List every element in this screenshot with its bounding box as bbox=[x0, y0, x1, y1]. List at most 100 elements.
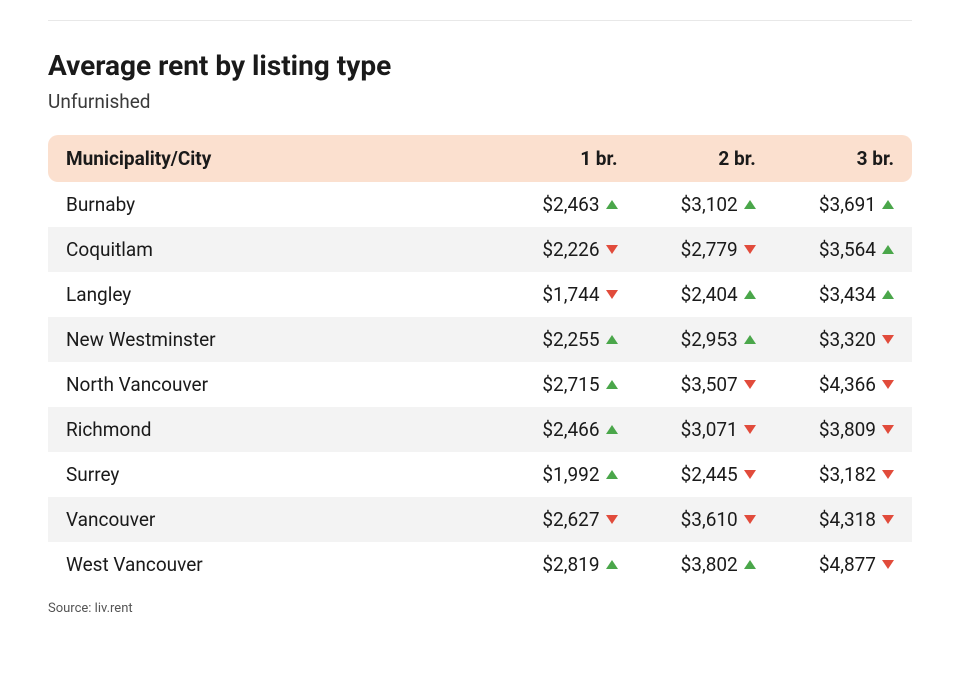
rent-cell: $1,744 bbox=[497, 272, 635, 317]
rent-value: $3,809 bbox=[819, 418, 876, 441]
rent-value: $2,226 bbox=[542, 238, 599, 261]
col-header-1br: 1 br. bbox=[497, 135, 635, 182]
page-title: Average rent by listing type bbox=[48, 49, 912, 82]
rent-cell: $2,445 bbox=[636, 452, 774, 497]
trend-down-icon bbox=[882, 380, 894, 389]
trend-up-icon bbox=[882, 200, 894, 209]
rent-value: $4,318 bbox=[819, 508, 876, 531]
rent-cell: $3,802 bbox=[636, 542, 774, 587]
rent-cell: $3,809 bbox=[774, 407, 912, 452]
city-cell: Coquitlam bbox=[48, 227, 497, 272]
table-body: Burnaby $2,463 $3,102 $3,691 Coquitlam $2,226… bbox=[48, 182, 912, 587]
rent-value: $3,182 bbox=[819, 463, 876, 486]
rent-value: $4,877 bbox=[819, 553, 876, 576]
rent-cell: $2,404 bbox=[636, 272, 774, 317]
rent-value: $2,715 bbox=[542, 373, 599, 396]
rent-value: $2,255 bbox=[542, 328, 599, 351]
table-row: Langley$1,744$2,404$3,434 bbox=[48, 272, 912, 317]
trend-up-icon bbox=[606, 200, 618, 209]
city-cell: Vancouver bbox=[48, 497, 497, 542]
rent-value: $1,744 bbox=[542, 283, 599, 306]
trend-down-icon bbox=[882, 560, 894, 569]
rent-cell: $2,255 bbox=[497, 317, 635, 362]
trend-down-icon bbox=[606, 290, 618, 299]
rent-value: $2,404 bbox=[681, 283, 738, 306]
col-header-3br: 3 br. bbox=[774, 135, 912, 182]
trend-down-icon bbox=[882, 470, 894, 479]
table-row: West Vancouver $2,819 $3,802 $4,877 bbox=[48, 542, 912, 587]
trend-down-icon bbox=[882, 515, 894, 524]
rent-cell: $2,953 bbox=[636, 317, 774, 362]
source-label: Source: liv.rent bbox=[48, 601, 912, 616]
page-subtitle: Unfurnished bbox=[48, 90, 912, 113]
rent-value: $3,071 bbox=[681, 418, 738, 441]
rent-value: $3,564 bbox=[819, 238, 876, 261]
table-row: Richmond$2,466$3,071$3,809 bbox=[48, 407, 912, 452]
trend-down-icon bbox=[882, 425, 894, 434]
table-row: Surrey $1,992 $2,445 $3,182 bbox=[48, 452, 912, 497]
trend-up-icon bbox=[606, 380, 618, 389]
rent-cell: $3,102 bbox=[636, 182, 774, 227]
trend-down-icon bbox=[744, 515, 756, 524]
trend-up-icon bbox=[882, 290, 894, 299]
rent-cell: $3,691 bbox=[774, 182, 912, 227]
rent-value: $3,610 bbox=[681, 508, 738, 531]
table-row: Coquitlam $2,226 $2,779 $3,564 bbox=[48, 227, 912, 272]
rent-cell: $2,819 bbox=[497, 542, 635, 587]
rent-cell: $3,434 bbox=[774, 272, 912, 317]
rent-cell: $3,564 bbox=[774, 227, 912, 272]
trend-up-icon bbox=[744, 290, 756, 299]
rent-cell: $4,318 bbox=[774, 497, 912, 542]
rent-cell: $4,877 bbox=[774, 542, 912, 587]
rent-cell: $3,071 bbox=[636, 407, 774, 452]
rent-value: $2,627 bbox=[542, 508, 599, 531]
rent-cell: $1,992 bbox=[497, 452, 635, 497]
rent-table: Municipality/City 1 br. 2 br. 3 br. Burn… bbox=[48, 135, 912, 587]
rent-value: $3,691 bbox=[819, 193, 876, 216]
trend-up-icon bbox=[882, 245, 894, 254]
rent-value: $1,992 bbox=[542, 463, 599, 486]
rent-value: $2,463 bbox=[542, 193, 599, 216]
trend-down-icon bbox=[606, 245, 618, 254]
rent-value: $2,819 bbox=[542, 553, 599, 576]
trend-down-icon bbox=[744, 425, 756, 434]
trend-down-icon bbox=[606, 515, 618, 524]
city-cell: Surrey bbox=[48, 452, 497, 497]
city-cell: North Vancouver bbox=[48, 362, 497, 407]
rent-value: $3,320 bbox=[819, 328, 876, 351]
rent-value: $2,953 bbox=[681, 328, 738, 351]
rent-value: $3,507 bbox=[681, 373, 738, 396]
trend-down-icon bbox=[882, 335, 894, 344]
top-divider bbox=[48, 20, 912, 21]
table-row: North Vancouver $2,715 $3,507 $4,366 bbox=[48, 362, 912, 407]
rent-value: $4,366 bbox=[819, 373, 876, 396]
rent-cell: $3,182 bbox=[774, 452, 912, 497]
trend-down-icon bbox=[744, 245, 756, 254]
rent-cell: $2,779 bbox=[636, 227, 774, 272]
rent-value: $2,445 bbox=[681, 463, 738, 486]
trend-down-icon bbox=[744, 470, 756, 479]
trend-down-icon bbox=[744, 380, 756, 389]
rent-cell: $2,715 bbox=[497, 362, 635, 407]
table-header-row: Municipality/City 1 br. 2 br. 3 br. bbox=[48, 135, 912, 182]
city-cell: Burnaby bbox=[48, 182, 497, 227]
rent-cell: $3,320 bbox=[774, 317, 912, 362]
rent-value: $2,466 bbox=[542, 418, 599, 441]
table-row: Burnaby $2,463 $3,102 $3,691 bbox=[48, 182, 912, 227]
rent-cell: $3,610 bbox=[636, 497, 774, 542]
rent-value: $3,102 bbox=[681, 193, 738, 216]
rent-cell: $2,463 bbox=[497, 182, 635, 227]
table-row: New Westminster $2,255 $2,953 $3,320 bbox=[48, 317, 912, 362]
rent-value: $2,779 bbox=[681, 238, 738, 261]
trend-up-icon bbox=[606, 560, 618, 569]
rent-cell: $4,366 bbox=[774, 362, 912, 407]
rent-cell: $2,466 bbox=[497, 407, 635, 452]
city-cell: New Westminster bbox=[48, 317, 497, 362]
city-cell: West Vancouver bbox=[48, 542, 497, 587]
rent-cell: $2,627 bbox=[497, 497, 635, 542]
rent-cell: $3,507 bbox=[636, 362, 774, 407]
trend-up-icon bbox=[744, 200, 756, 209]
rent-value: $3,434 bbox=[819, 283, 876, 306]
col-header-city: Municipality/City bbox=[48, 135, 497, 182]
rent-cell: $2,226 bbox=[497, 227, 635, 272]
